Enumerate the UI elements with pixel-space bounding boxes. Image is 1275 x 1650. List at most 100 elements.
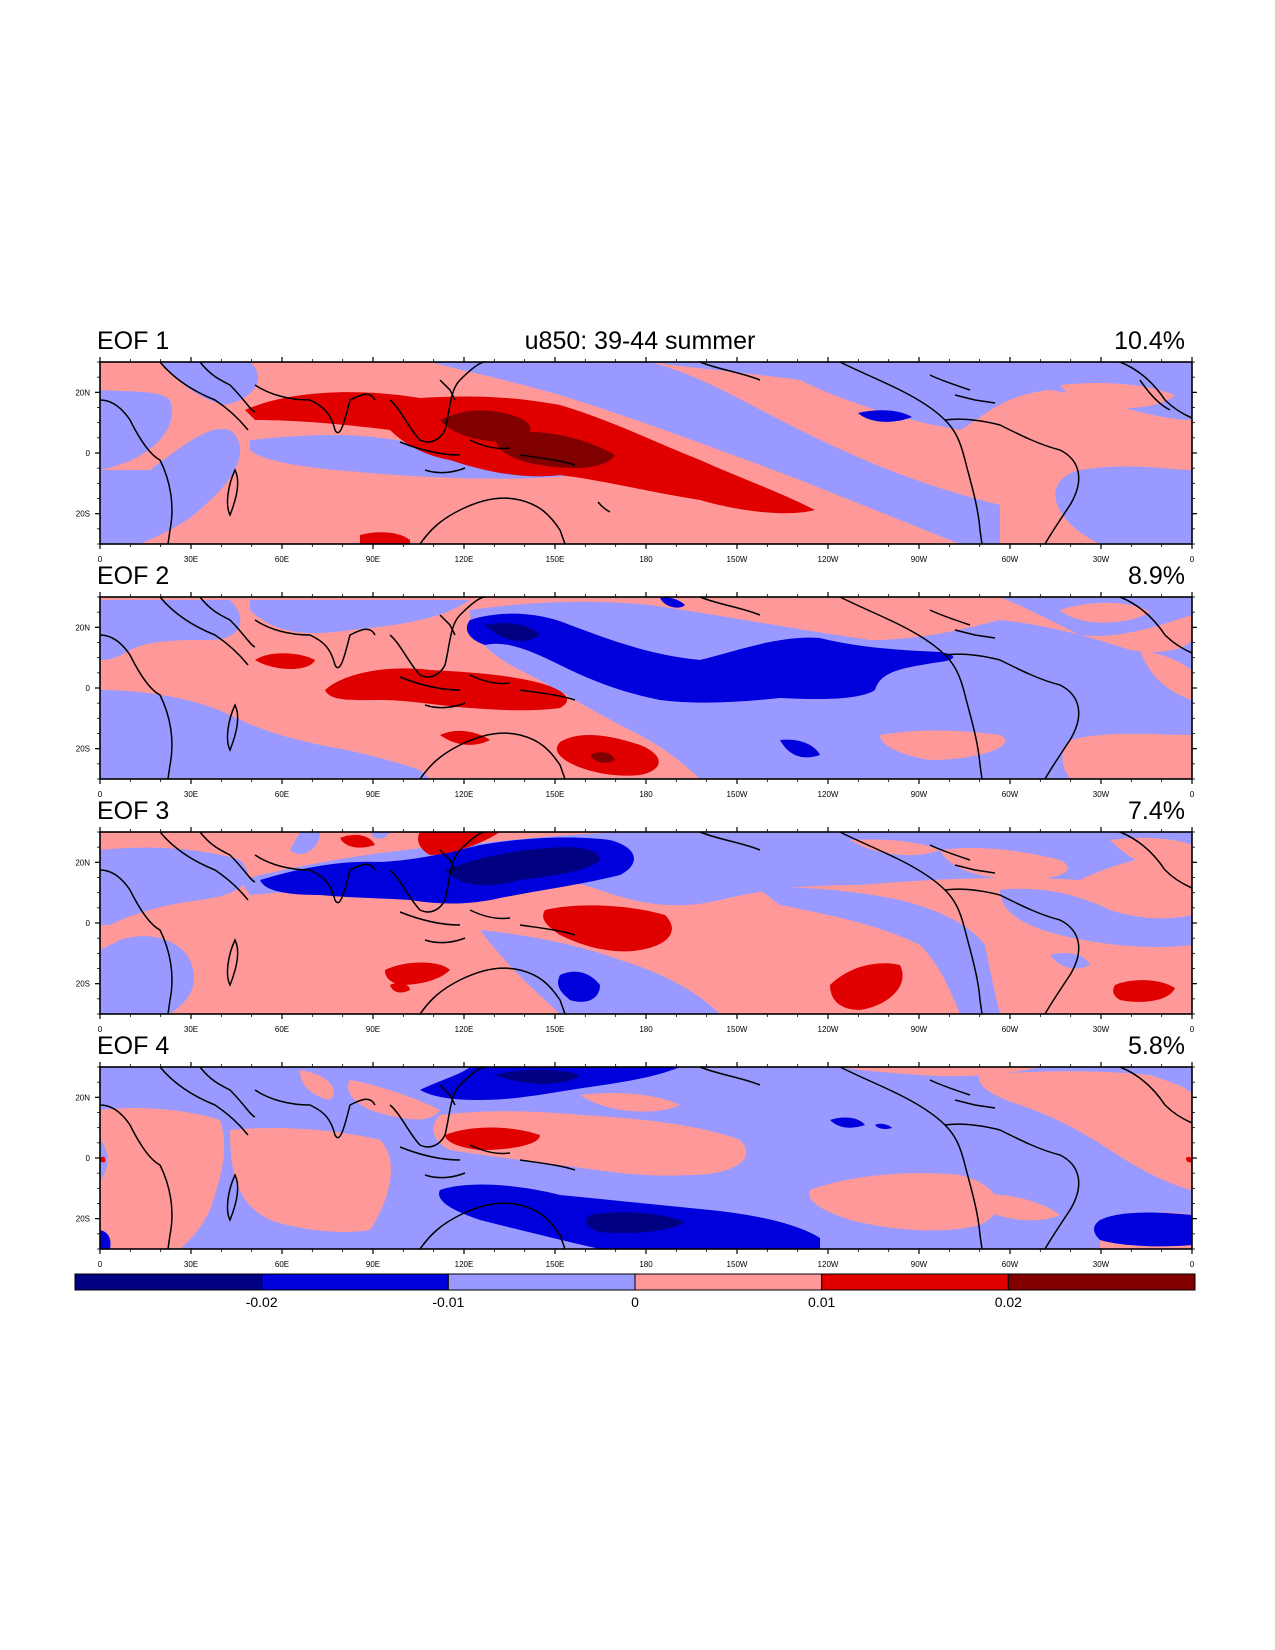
eof-3-field <box>100 831 1192 1014</box>
eof-2-coastlines <box>99 596 1193 780</box>
panel-4-label: EOF 4 <box>97 1032 170 1060</box>
lat-tick-label: 20S <box>76 510 90 519</box>
lon-tick-label: 30E <box>184 555 198 564</box>
lat-tick-label: 20N <box>75 858 90 867</box>
lon-tick-label: 0 <box>98 555 103 564</box>
lon-tick-label: 90E <box>366 790 380 799</box>
lon-tick-label: 60W <box>1002 1025 1019 1034</box>
panel-3-label: EOF 3 <box>97 797 170 825</box>
eof-2-map: 0 30E 60E 90E 120E 150E 180 150W 120W 90W 60W 30W 0 2… <box>75 592 1197 799</box>
colorbar: -0.02 -0.01 0 0.01 0.02 <box>74 1273 1196 1310</box>
lon-tick-label: 60E <box>275 790 289 799</box>
lon-tick-label: 90E <box>366 555 380 564</box>
lat-tick-label: 0 <box>86 684 91 693</box>
lon-tick-label: 120W <box>818 555 839 564</box>
lon-tick-label: 0 <box>1190 555 1195 564</box>
main-title: u850: 39-44 summer <box>524 327 756 355</box>
lon-tick-label: 30W <box>1093 555 1110 564</box>
lon-tick-label: 30E <box>184 1025 198 1034</box>
eof-4-axes: 0 30E 60E 90E 120E 150E 180 150W 120W 90W 60W 30W 0 2… <box>75 1062 1197 1269</box>
lon-tick-label: 180 <box>639 1260 653 1269</box>
colorbar-box <box>821 1273 1009 1291</box>
lon-tick-label: 60W <box>1002 790 1019 799</box>
eof-3-map: 0 30E 60E 90E 120E 150E 180 150W 120W 90W 60W 30W 0 2… <box>75 827 1197 1034</box>
lon-tick-label: 90E <box>366 1260 380 1269</box>
eof-3-axes: 0 30E 60E 90E 120E 150E 180 150W 120W 90W 60W 30W 0 2… <box>75 827 1197 1034</box>
lon-tick-label: 90W <box>911 555 928 564</box>
lat-tick-label: 20N <box>75 1093 90 1102</box>
lon-tick-label: 0 <box>98 1260 103 1269</box>
lon-tick-label: 90W <box>911 790 928 799</box>
lon-tick-label: 150E <box>546 1025 565 1034</box>
lon-tick-label: 120W <box>818 790 839 799</box>
lon-tick-label: 120E <box>455 1260 474 1269</box>
eof-2-field <box>100 597 1192 779</box>
lon-tick-label: 180 <box>639 555 653 564</box>
colorbar-box <box>447 1273 636 1291</box>
lon-tick-label: 180 <box>639 1025 653 1034</box>
lon-tick-label: 120E <box>455 1025 474 1034</box>
lon-tick-label: 150E <box>546 555 565 564</box>
colorbar-box <box>261 1273 449 1291</box>
colorbar-box <box>634 1273 823 1291</box>
lon-tick-label: 90W <box>911 1025 928 1034</box>
eof-3-coastlines <box>99 831 1193 1015</box>
lon-tick-label: 120W <box>818 1025 839 1034</box>
lon-tick-label: 120E <box>455 555 474 564</box>
lon-tick-label: 120W <box>818 1260 839 1269</box>
eof-1-axes: 0 30E 60E 90E 120E 150E 180 150W 120W 90W 60W 30W 0 2… <box>75 357 1197 564</box>
lon-tick-label: 0 <box>1190 1260 1195 1269</box>
panel-3-variance: 7.4% <box>1128 797 1185 825</box>
eof-4-field <box>100 1067 1192 1249</box>
lon-tick-label: 90W <box>911 1260 928 1269</box>
lon-tick-label: 150W <box>727 555 748 564</box>
lon-tick-label: 30W <box>1093 790 1110 799</box>
eof-4-map: 0 30E 60E 90E 120E 150E 180 150W 120W 90W 60W 30W 0 2… <box>75 1062 1197 1269</box>
lat-tick-label: 20N <box>75 623 90 632</box>
lat-tick-label: 20S <box>76 745 90 754</box>
colorbar-label: 0.01 <box>808 1294 835 1310</box>
eof-1-map: 0 30E 60E 90E 120E 150E 180 150W 120W 90W 60W 30W 0 2… <box>75 357 1197 564</box>
lon-tick-label: 120E <box>455 790 474 799</box>
panel-1-variance: 10.4% <box>1114 327 1185 355</box>
lon-tick-label: 0 <box>98 1025 103 1034</box>
lon-tick-label: 0 <box>1190 790 1195 799</box>
lon-tick-label: 60E <box>275 555 289 564</box>
lat-tick-label: 20N <box>75 388 90 397</box>
lat-tick-label: 0 <box>86 919 91 928</box>
colorbar-box <box>74 1273 263 1291</box>
lon-tick-label: 150E <box>546 790 565 799</box>
colorbar-label: 0 <box>631 1294 639 1310</box>
colorbar-labels: -0.02 -0.01 0 0.01 0.02 <box>246 1294 1022 1310</box>
lon-tick-label: 60W <box>1002 1260 1019 1269</box>
colorbar-label: 0.02 <box>995 1294 1022 1310</box>
lon-tick-label: 150W <box>727 1025 748 1034</box>
panel-2-label: EOF 2 <box>97 562 170 590</box>
lat-tick-label: 20S <box>76 980 90 989</box>
panel-4-variance: 5.8% <box>1128 1032 1185 1060</box>
colorbar-box <box>1007 1273 1196 1291</box>
lon-tick-label: 30W <box>1093 1025 1110 1034</box>
lon-tick-label: 0 <box>1190 1025 1195 1034</box>
lon-tick-label: 90E <box>366 1025 380 1034</box>
lon-tick-label: 150W <box>727 1260 748 1269</box>
eof-4-coastlines <box>99 1066 1193 1250</box>
lon-tick-label: 30E <box>184 1260 198 1269</box>
colorbar-boxes <box>74 1273 1196 1291</box>
eof-1-coastlines <box>99 361 1193 545</box>
lon-tick-label: 30W <box>1093 1260 1110 1269</box>
lon-tick-label: 30E <box>184 790 198 799</box>
lat-tick-label: 0 <box>86 1154 91 1163</box>
lon-tick-label: 60E <box>275 1260 289 1269</box>
colorbar-label: -0.02 <box>246 1294 278 1310</box>
eof-2-axes: 0 30E 60E 90E 120E 150E 180 150W 120W 90W 60W 30W 0 2… <box>75 592 1197 799</box>
eof-1-field <box>100 362 1192 544</box>
panel-1-label: EOF 1 <box>97 327 170 355</box>
lon-tick-label: 150W <box>727 790 748 799</box>
lat-tick-label: 0 <box>86 449 91 458</box>
lat-tick-label: 20S <box>76 1215 90 1224</box>
colorbar-label: -0.01 <box>432 1294 464 1310</box>
lon-tick-label: 60E <box>275 1025 289 1034</box>
lon-tick-label: 60W <box>1002 555 1019 564</box>
panel-2-variance: 8.9% <box>1128 562 1185 590</box>
